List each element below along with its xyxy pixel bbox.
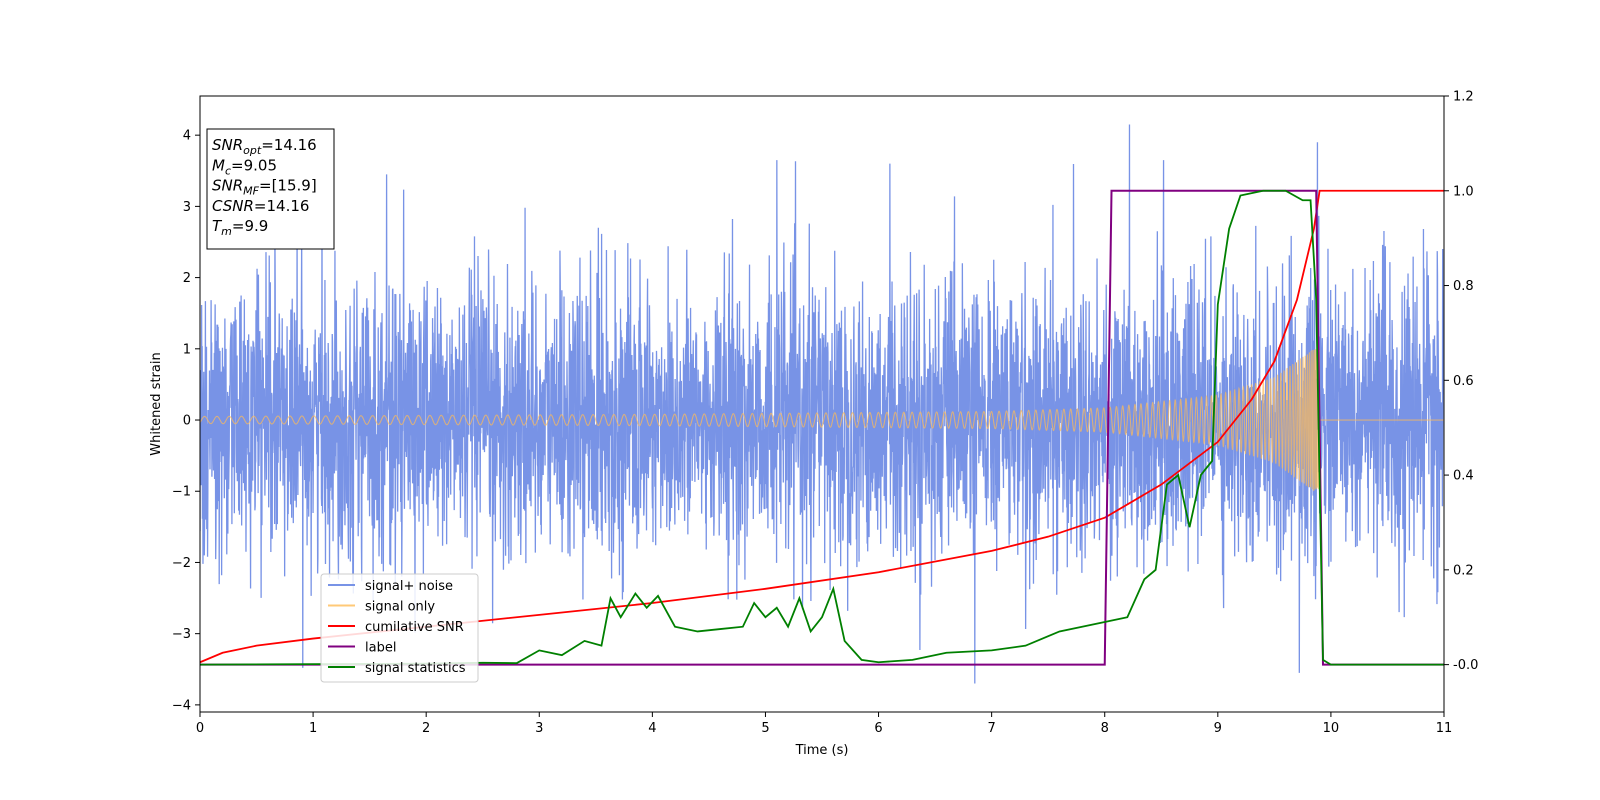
x-tick-label: 5 <box>761 721 769 736</box>
legend: signal+ noise signal only cumilative SNR la… <box>320 573 479 683</box>
x-tick-label: 7 <box>987 721 995 736</box>
x-tick-label: 9 <box>1214 721 1222 736</box>
y2-tick-label: -0.0 <box>1453 658 1478 673</box>
x-tick-label: 0 <box>196 721 204 736</box>
x-axis: 0 1 2 3 4 5 6 7 8 9 10 11 <box>196 712 1452 736</box>
y-tick-label: −4 <box>172 698 191 713</box>
y-axis-label: Whitened strain <box>149 352 164 455</box>
x-axis-label: Time (s) <box>795 743 849 758</box>
y-axis-left: −4 −3 −2 −1 0 1 2 3 4 <box>172 129 200 713</box>
annotation-box: SNRopt=14.16Mc=9.05SNRMF=[15.9]CSNR=14.1… <box>206 128 335 250</box>
x-tick-label: 10 <box>1323 721 1340 736</box>
y-tick-label: −3 <box>172 627 191 642</box>
annotation-line: SNRMF=[15.9] <box>212 177 317 198</box>
y-tick-label: 0 <box>183 414 191 429</box>
y2-tick-label: 0.2 <box>1453 563 1474 578</box>
annotation-line: SNRopt=14.16 <box>212 136 317 157</box>
y-tick-label: 2 <box>183 271 191 286</box>
y-tick-label: 4 <box>183 129 191 144</box>
y2-tick-label: 1.2 <box>1453 90 1474 105</box>
annotation-line: CSNR=14.16 <box>212 197 309 215</box>
y2-tick-label: 1.0 <box>1453 184 1474 199</box>
x-tick-label: 1 <box>309 721 317 736</box>
legend-entry: signal only <box>365 600 435 615</box>
annotation-line: Tm=9.9 <box>212 217 268 238</box>
legend-entry: label <box>365 641 396 656</box>
x-tick-label: 8 <box>1101 721 1109 736</box>
x-tick-label: 3 <box>535 721 543 736</box>
x-tick-label: 4 <box>648 721 656 736</box>
y-tick-label: 3 <box>183 200 191 215</box>
legend-entry: cumilative SNR <box>365 620 464 635</box>
y2-tick-label: 0.4 <box>1453 469 1474 484</box>
y2-tick-label: 0.6 <box>1453 374 1474 389</box>
legend-entry: signal+ noise <box>365 579 453 594</box>
x-tick-label: 11 <box>1436 721 1453 736</box>
legend-entry: signal statistics <box>365 661 466 676</box>
y-tick-label: −2 <box>172 556 191 571</box>
x-tick-label: 6 <box>874 721 882 736</box>
x-tick-label: 2 <box>422 721 430 736</box>
y2-tick-label: 0.8 <box>1453 279 1474 294</box>
annotation-line: Mc=9.05 <box>212 156 277 177</box>
series-signal-only-line <box>200 348 1444 491</box>
y-axis-right: -0.0 0.2 0.4 0.6 0.8 1.0 1.2 <box>1444 90 1478 673</box>
y-tick-label: −1 <box>172 485 191 500</box>
plot-frame <box>199 95 1445 713</box>
series-signal-statistics-line <box>200 189 1444 666</box>
y-tick-label: 1 <box>183 342 191 357</box>
